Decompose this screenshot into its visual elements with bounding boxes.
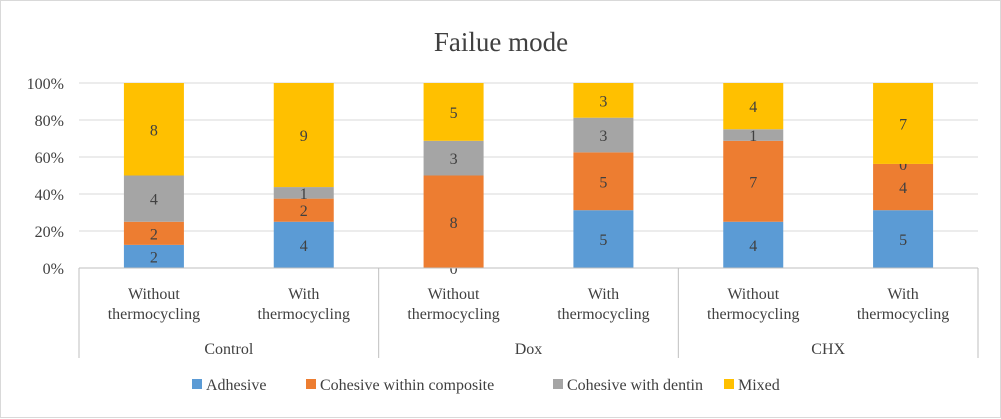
category-label: thermocycling (108, 306, 200, 323)
bar-segment (123, 175, 184, 222)
bar-segment (273, 83, 334, 188)
bar-segment (423, 83, 484, 141)
legend-label: Cohesive within composite (320, 377, 494, 394)
legend-label: Mixed (738, 377, 780, 394)
data-label: 2 (300, 203, 308, 220)
legend-swatch (306, 379, 316, 389)
legend-label: Adhesive (206, 377, 266, 394)
x-axis: Without thermocycling With thermocycling Wit… (78, 267, 979, 358)
data-label: 5 (599, 232, 607, 249)
bar-segment (423, 175, 484, 268)
y-tick-label: 60% (35, 150, 64, 167)
y-tick-label: 40% (35, 187, 64, 204)
data-label: 9 (300, 128, 308, 145)
legend-swatch (724, 379, 734, 389)
data-label: 8 (450, 215, 458, 232)
gridlines (79, 82, 978, 232)
category-label: thermocycling (557, 306, 649, 323)
y-tick-label: 20% (35, 224, 64, 241)
category-label: thermocycling (258, 306, 350, 323)
y-tick-label: 100% (27, 76, 64, 93)
data-label: 4 (899, 180, 907, 197)
data-label: 7 (899, 116, 907, 133)
bar-segment (423, 140, 484, 176)
data-label: 7 (749, 174, 757, 191)
data-label: 4 (749, 238, 757, 255)
bar-segment (573, 117, 634, 153)
category-label: Without (128, 286, 180, 303)
bar-segment (873, 163, 934, 211)
bar-segment (873, 83, 934, 164)
data-label: 3 (599, 93, 607, 110)
category-label: thermocycling (707, 306, 799, 323)
data-label: 5 (899, 232, 907, 249)
bar-segment (123, 221, 184, 245)
bar-segment (273, 198, 334, 222)
y-tick-label: 80% (35, 113, 64, 130)
bar-segment (273, 221, 334, 268)
group-label: CHX (811, 341, 845, 358)
legend-swatch (192, 379, 202, 389)
bar-segment (273, 187, 334, 199)
category-label: Without (727, 286, 779, 303)
data-label: 4 (749, 99, 757, 116)
bar-segment (723, 221, 784, 268)
bar-segment (723, 140, 784, 222)
bar-segment (123, 244, 184, 268)
bar-segment (873, 210, 934, 268)
data-label: 0 (899, 157, 907, 174)
y-axis-ticks: 0% 20% 40% 60% 80% 100% (27, 76, 64, 278)
legend-label: Cohesive with dentin (567, 377, 703, 394)
category-label: thermocycling (407, 306, 499, 323)
y-tick-label: 0% (43, 261, 64, 278)
data-label: 5 (450, 105, 458, 122)
bar-segment (123, 83, 184, 176)
category-label: With (288, 286, 319, 303)
data-label: 0 (450, 261, 458, 278)
group-label: Dox (515, 341, 543, 358)
group-label: Control (204, 341, 253, 358)
data-label: 3 (599, 128, 607, 145)
data-label: 2 (150, 249, 158, 266)
data-label: 1 (749, 128, 757, 145)
bar-segment (723, 129, 784, 141)
data-label: 8 (150, 122, 158, 139)
chart-title: Failue mode (434, 27, 568, 57)
data-label: 4 (150, 192, 158, 209)
bar-segment (723, 83, 784, 130)
category-label: Without (428, 286, 480, 303)
category-label: With (588, 286, 619, 303)
category-label: With (887, 286, 918, 303)
bar-segment (573, 152, 634, 211)
data-label: 4 (300, 238, 308, 255)
legend-swatch (553, 379, 563, 389)
category-label: thermocycling (857, 306, 949, 323)
data-label: 3 (450, 151, 458, 168)
data-label: 1 (300, 186, 308, 203)
legend: Adhesive Cohesive within composite Cohesiv… (192, 377, 780, 394)
bar-segment (573, 83, 634, 118)
data-label: 5 (599, 174, 607, 191)
data-label: 2 (150, 226, 158, 243)
bar-segment (573, 210, 634, 268)
